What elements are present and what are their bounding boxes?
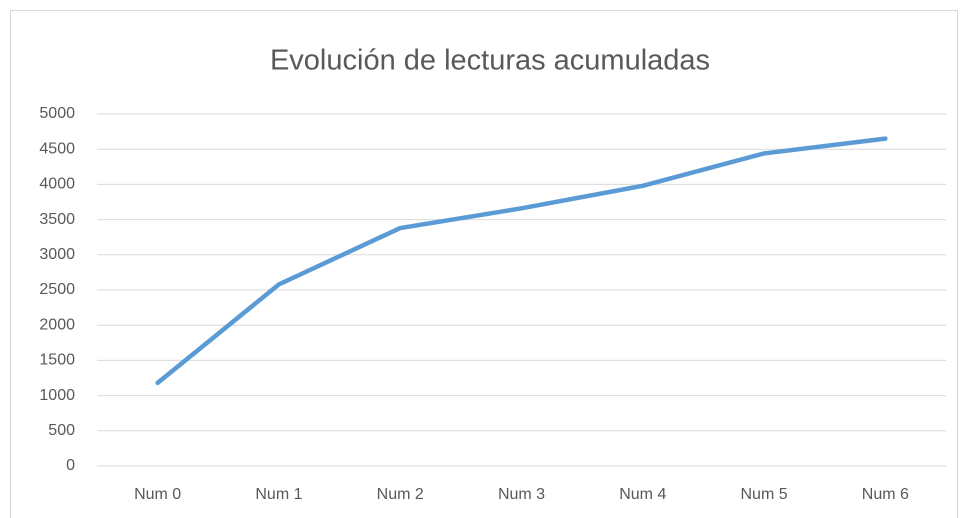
x-tick-label: Num 3 [498,486,545,503]
x-tick-label: Num 4 [619,486,666,503]
data-line [155,136,888,386]
x-tick-label: Num 6 [862,486,909,503]
y-tick-label: 0 [66,457,75,474]
x-tick-label: Num 1 [255,486,302,503]
y-tick-label: 500 [48,422,75,439]
y-tick-label: 4000 [39,176,75,193]
y-tick-label: 2000 [39,316,75,333]
chart-border [10,10,958,518]
x-tick-label: Num 5 [741,486,788,503]
y-tick-label: 3500 [39,211,75,228]
chart-title: Evolución de lecturas acumuladas [270,45,710,77]
y-tick-label: 4500 [39,140,75,157]
y-tick-label: 1000 [39,387,75,404]
y-tick-label: 1500 [39,352,75,369]
x-tick-label: Num 0 [134,486,181,503]
y-tick-label: 5000 [39,105,75,122]
y-tick-label: 2500 [39,281,75,298]
y-tick-label: 3000 [39,246,75,263]
x-tick-label: Num 2 [377,486,424,503]
